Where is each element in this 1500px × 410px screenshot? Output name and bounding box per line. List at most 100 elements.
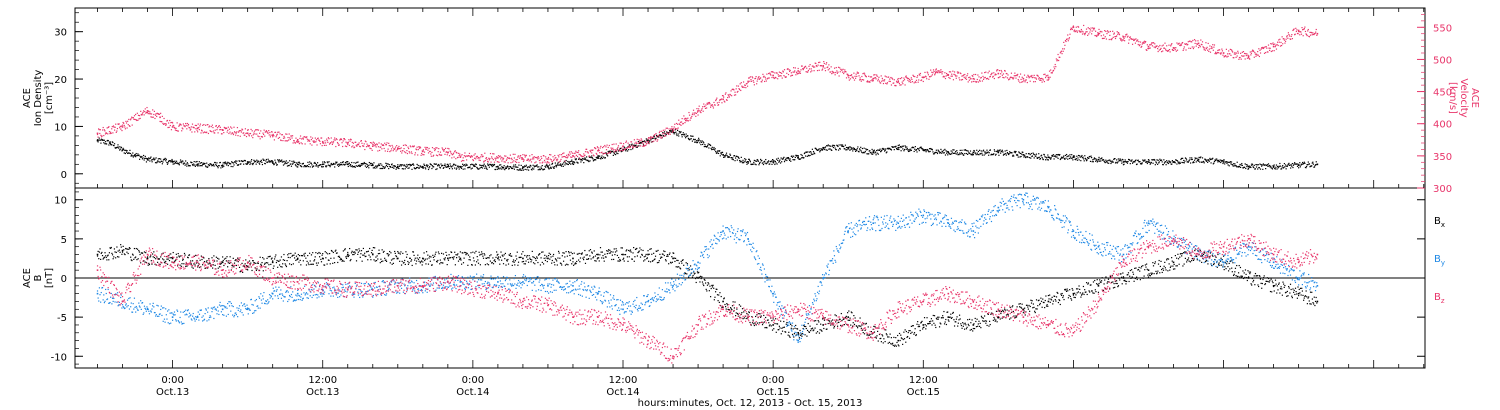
ion-density-dot [575, 159, 577, 161]
velocity-dot [956, 75, 958, 77]
velocity-dot [143, 114, 145, 116]
velocity-dot [548, 162, 550, 164]
ion-density-dot [700, 144, 702, 146]
ion-density-dot [1248, 165, 1250, 167]
velocity-dot [1309, 31, 1311, 33]
ion-density-dot [311, 164, 313, 166]
ion-density-dot [1036, 157, 1039, 160]
velocity-dot [135, 119, 137, 121]
velocity-dot [503, 161, 505, 163]
velocity-dot [1106, 30, 1109, 32]
velocity-dot [170, 129, 173, 131]
velocity-dot [142, 111, 144, 114]
ion-density-dot [1089, 160, 1092, 162]
velocity-dot [700, 109, 703, 111]
ion-density-dot [964, 149, 966, 151]
velocity-dot [355, 141, 357, 143]
bx-dot [220, 262, 222, 264]
velocity-dot [1043, 81, 1046, 83]
velocity-dot [1014, 72, 1016, 74]
bx-dot [148, 262, 150, 264]
velocity-dot [709, 103, 711, 105]
velocity-dot [673, 129, 675, 132]
ion-density-dot [537, 169, 539, 171]
ion-density-dot [655, 138, 657, 140]
velocity-dot [462, 157, 464, 159]
ion-density-dot [980, 150, 982, 152]
velocity-dot [664, 129, 666, 131]
velocity-dot [793, 71, 795, 73]
ion-density-dot [818, 149, 820, 151]
ion-density-dot [182, 160, 184, 162]
ion-density-dot [309, 161, 311, 163]
velocity-dot [688, 114, 691, 116]
velocity-dot [457, 156, 459, 158]
ion-density-dot [408, 167, 410, 169]
velocity-dot [216, 129, 218, 131]
bx-dot [164, 262, 166, 264]
ion-density-dot [1149, 163, 1151, 165]
velocity-dot [557, 154, 559, 156]
ion-density-dot [975, 154, 977, 156]
ion-density-dot [235, 160, 237, 162]
ion-density-dot [232, 166, 234, 168]
velocity-dot [822, 68, 824, 70]
bx-dot [136, 248, 139, 250]
ion-density-dot [1116, 162, 1118, 164]
velocity-dot [223, 131, 225, 134]
velocity-dot [851, 74, 853, 76]
ion-density-dot [675, 131, 677, 133]
velocity-dot [662, 129, 664, 131]
ion-density-dot [1253, 164, 1255, 166]
velocity-dot [133, 118, 135, 120]
bx-dot [166, 258, 168, 260]
ion-density-dot [1188, 160, 1190, 162]
velocity-dot [259, 138, 261, 140]
ion-density-dot [1038, 156, 1040, 158]
velocity-dot [1210, 47, 1212, 50]
ion-density-dot [797, 155, 799, 157]
ion-density-dot [284, 161, 286, 163]
velocity-dot [1015, 77, 1017, 79]
bx-dot [100, 252, 102, 255]
velocity-dot [444, 147, 447, 149]
velocity-dot [543, 155, 545, 157]
velocity-point [822, 65, 824, 67]
ion-density-dot [1199, 161, 1201, 163]
ion-density-dot [829, 148, 831, 150]
velocity-dot [1182, 49, 1184, 52]
ion-density-dot [821, 149, 823, 151]
ion-density-dot [843, 145, 845, 148]
velocity-dot [481, 154, 483, 156]
velocity-dot [1063, 41, 1065, 43]
velocity-dot [318, 139, 320, 141]
ion-density-dot [838, 144, 840, 146]
ion-density-dot [177, 162, 179, 164]
velocity-dot [315, 141, 317, 143]
velocity-dot [255, 129, 257, 131]
velocity-dot [633, 139, 635, 141]
velocity-dot [1270, 50, 1272, 53]
velocity-dot [1213, 46, 1215, 48]
velocity-dot [1023, 74, 1026, 76]
bx-dot [141, 252, 143, 254]
ion-density-dot [508, 167, 510, 170]
ion-density-dot [734, 160, 736, 162]
velocity-dot [355, 144, 357, 146]
ion-density-dot [124, 149, 126, 152]
ion-density-dot [264, 163, 266, 165]
velocity-dot [663, 132, 665, 134]
velocity-dot [545, 158, 547, 160]
ion-density-dot [1002, 154, 1005, 156]
velocity-dot [656, 140, 658, 142]
ion-density-dot [879, 148, 881, 150]
ion-density-dot [1227, 164, 1229, 166]
velocity-dot [914, 81, 916, 83]
velocity-point [772, 74, 774, 77]
velocity-dot [1154, 47, 1156, 49]
ion-density-dot [874, 151, 877, 153]
ion-density-dot [193, 163, 195, 165]
velocity-dot [110, 132, 112, 134]
ion-density-dot [1120, 159, 1122, 161]
ion-density-dot [1247, 168, 1250, 170]
